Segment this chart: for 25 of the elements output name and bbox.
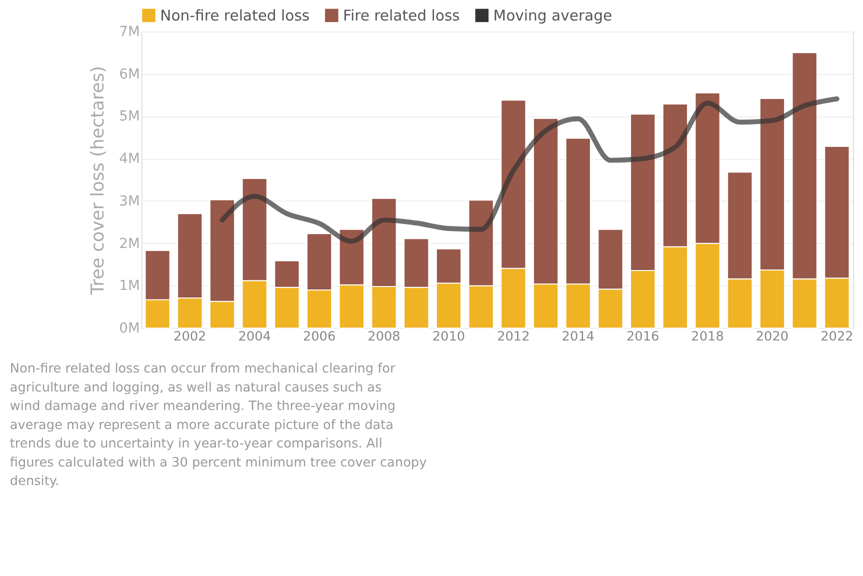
y-tick-label: 1M xyxy=(119,278,140,294)
x-tick-label: 2006 xyxy=(302,329,336,344)
x-tick-label: 2012 xyxy=(497,329,530,344)
legend-label: Non-fire related loss xyxy=(160,7,310,24)
y-tick-label: 0M xyxy=(119,320,140,337)
line-series xyxy=(220,96,840,244)
y-tick-label: 4M xyxy=(119,151,140,168)
x-tick-label: 2008 xyxy=(368,329,400,344)
y-tick-label: 7M xyxy=(119,24,140,40)
y-tick-label: 6M xyxy=(119,66,140,82)
y-axis-title: Tree cover loss (hectares) xyxy=(87,66,108,296)
y-tick-label: 2M xyxy=(119,236,140,252)
x-tick-label: 2004 xyxy=(238,329,271,344)
x-tick-label: 2014 xyxy=(562,329,594,344)
x-tick-label: 2022 xyxy=(820,329,854,344)
y-tick-label: 3M xyxy=(119,193,140,210)
x-tick-label: 2020 xyxy=(756,329,789,344)
y-tick-label: 5M xyxy=(119,108,140,125)
legend-label: Fire related loss xyxy=(343,7,460,24)
x-tick-label: 2010 xyxy=(432,329,466,344)
x-tick-label: 2018 xyxy=(691,329,724,344)
x-tick-label: 2002 xyxy=(174,329,206,344)
legend-label: Moving average xyxy=(493,7,612,24)
x-tick-label: 2016 xyxy=(626,329,660,344)
text: Non-fire related loss can occur from mechanical clearing for agriculture and logging, as well as natural causes such as wind damage and river meandering. The three-year moving average may represent a more accurate picture of the data trends due to uncertainty in year-to-year comparisons. All figures calculated with a 30 percent minimum tree cover canopy density. xyxy=(10,362,428,490)
